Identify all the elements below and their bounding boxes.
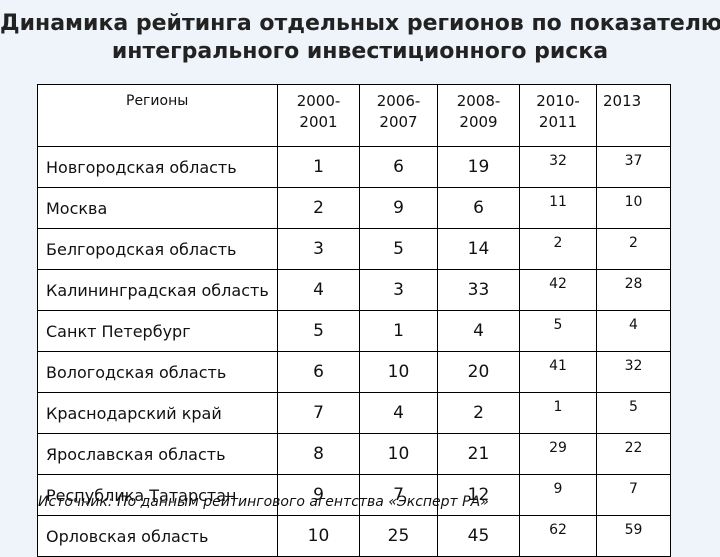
rank-cell: 29 bbox=[519, 433, 597, 475]
rank-cell: 19 bbox=[437, 146, 520, 188]
table-row: Калининградская область 4 3 33 42 28 bbox=[37, 269, 671, 311]
rank-cell: 8 bbox=[277, 433, 360, 475]
rank-cell: 9 bbox=[359, 187, 438, 229]
region-name-cell: Краснодарский край bbox=[37, 392, 278, 434]
rank-cell: 5 bbox=[277, 310, 360, 352]
source-label: Источник: bbox=[38, 494, 113, 510]
rank-cell: 5 bbox=[596, 392, 671, 434]
year-header-line2: 2007 bbox=[379, 113, 418, 131]
region-name-cell: Вологодская область bbox=[37, 351, 278, 393]
table-row: Новгородская область 1 6 19 32 37 bbox=[37, 146, 671, 188]
rank-cell: 6 bbox=[437, 187, 520, 229]
year-header-line1: 2006- bbox=[376, 92, 421, 110]
rank-cell: 3 bbox=[277, 228, 360, 270]
region-name-cell: Новгородская область bbox=[37, 146, 278, 188]
year-header-line1: 2010- bbox=[536, 92, 580, 110]
region-name-cell: Белгородская область bbox=[37, 228, 278, 270]
table-row: Москва 2 9 6 11 10 bbox=[37, 187, 671, 229]
year-header-line2: 2009 bbox=[459, 113, 498, 131]
title-line-2: интегрального инвестиционного риска bbox=[111, 39, 609, 64]
rank-cell: 2 bbox=[596, 228, 671, 270]
year-header-line2: 2001 bbox=[299, 113, 338, 131]
column-header-year: 2008- 2009 bbox=[437, 84, 520, 147]
rank-cell: 5 bbox=[359, 228, 438, 270]
rank-cell: 10 bbox=[277, 515, 360, 557]
rank-cell: 4 bbox=[596, 310, 671, 352]
rank-cell: 2 bbox=[277, 187, 360, 229]
table-row: Белгородская область 3 5 14 2 2 bbox=[37, 228, 671, 270]
rank-cell: 10 bbox=[359, 351, 438, 393]
rank-cell: 6 bbox=[277, 351, 360, 393]
year-header-line1: 2013 bbox=[603, 92, 642, 110]
rank-cell: 1 bbox=[277, 146, 360, 188]
rank-cell: 33 bbox=[437, 269, 520, 311]
rating-table: Регионы 2000- 2001 2006- 2007 2008- 2009… bbox=[37, 84, 671, 557]
year-header-line1: 2008- bbox=[456, 92, 501, 110]
table-header-row: Регионы 2000- 2001 2006- 2007 2008- 2009… bbox=[37, 84, 671, 147]
rank-cell: 41 bbox=[519, 351, 597, 393]
rank-cell: 4 bbox=[359, 392, 438, 434]
rank-cell: 4 bbox=[437, 310, 520, 352]
rank-cell: 5 bbox=[519, 310, 597, 352]
rank-cell: 42 bbox=[519, 269, 597, 311]
rank-cell: 1 bbox=[359, 310, 438, 352]
rank-cell: 32 bbox=[596, 351, 671, 393]
table-row: Санкт Петербург 5 1 4 5 4 bbox=[37, 310, 671, 352]
region-name-cell: Республика Татарстан bbox=[37, 474, 278, 516]
column-header-year: 2013 bbox=[596, 84, 671, 147]
page-title: Динамика рейтинга отдельных регионов по … bbox=[0, 10, 720, 66]
rank-cell: 37 bbox=[596, 146, 671, 188]
region-name-cell: Москва bbox=[37, 187, 278, 229]
rank-cell: 14 bbox=[437, 228, 520, 270]
region-name-cell: Калининградская область bbox=[37, 269, 278, 311]
rank-cell: 6 bbox=[359, 146, 438, 188]
rank-cell: 7 bbox=[596, 474, 671, 516]
rank-cell: 7 bbox=[277, 392, 360, 434]
rank-cell: 9 bbox=[519, 474, 597, 516]
table-body: Новгородская область 1 6 19 32 37 Москва 2 9 6 11 1… bbox=[37, 146, 671, 557]
table-row: Ярославская область 8 10 21 29 22 bbox=[37, 433, 671, 475]
rank-cell: 4 bbox=[277, 269, 360, 311]
year-header-line2: 2011 bbox=[538, 113, 578, 131]
column-header-regions: Регионы bbox=[37, 84, 278, 147]
rank-cell: 28 bbox=[596, 269, 671, 311]
region-name-cell: Ярославская область bbox=[37, 433, 278, 475]
rank-cell: 10 bbox=[596, 187, 671, 229]
rank-cell: 3 bbox=[359, 269, 438, 311]
table-row: Орловская область 10 25 45 62 59 bbox=[37, 515, 671, 557]
region-name-cell: Санкт Петербург bbox=[37, 310, 278, 352]
rank-cell: 1 bbox=[519, 392, 597, 434]
rank-cell: 22 bbox=[596, 433, 671, 475]
rank-cell: 2 bbox=[437, 392, 520, 434]
rank-cell: 32 bbox=[519, 146, 597, 188]
rank-cell: 59 bbox=[596, 515, 671, 557]
rank-cell: 20 bbox=[437, 351, 520, 393]
rank-cell: 21 bbox=[437, 433, 520, 475]
rank-cell: 45 bbox=[437, 515, 520, 557]
year-header-line1: 2000- bbox=[296, 92, 341, 110]
title-line-1: Динамика рейтинга отдельных регионов по … bbox=[0, 11, 720, 36]
region-name-cell: Орловская область bbox=[37, 515, 278, 557]
rank-cell: 9 bbox=[277, 474, 360, 516]
table-row: Вологодская область 6 10 20 41 32 bbox=[37, 351, 671, 393]
rank-cell: 62 bbox=[519, 515, 597, 557]
source-text: По данным рейтингового агентства «Экспер… bbox=[112, 494, 489, 510]
rank-cell: 11 bbox=[519, 187, 597, 229]
rank-cell: 10 bbox=[359, 433, 438, 475]
table-row: Краснодарский край 7 4 2 1 5 bbox=[37, 392, 671, 434]
source-note: Источник: По данным рейтингового агентст… bbox=[38, 494, 489, 510]
column-header-year: 2006- 2007 bbox=[359, 84, 438, 147]
column-header-year: 2010- 2011 bbox=[519, 84, 597, 147]
rank-cell: 2 bbox=[519, 228, 597, 270]
rank-cell: 25 bbox=[359, 515, 438, 557]
column-header-year: 2000- 2001 bbox=[277, 84, 360, 147]
table-row: Республика Татарстан 9 7 12 9 7 bbox=[37, 474, 671, 516]
